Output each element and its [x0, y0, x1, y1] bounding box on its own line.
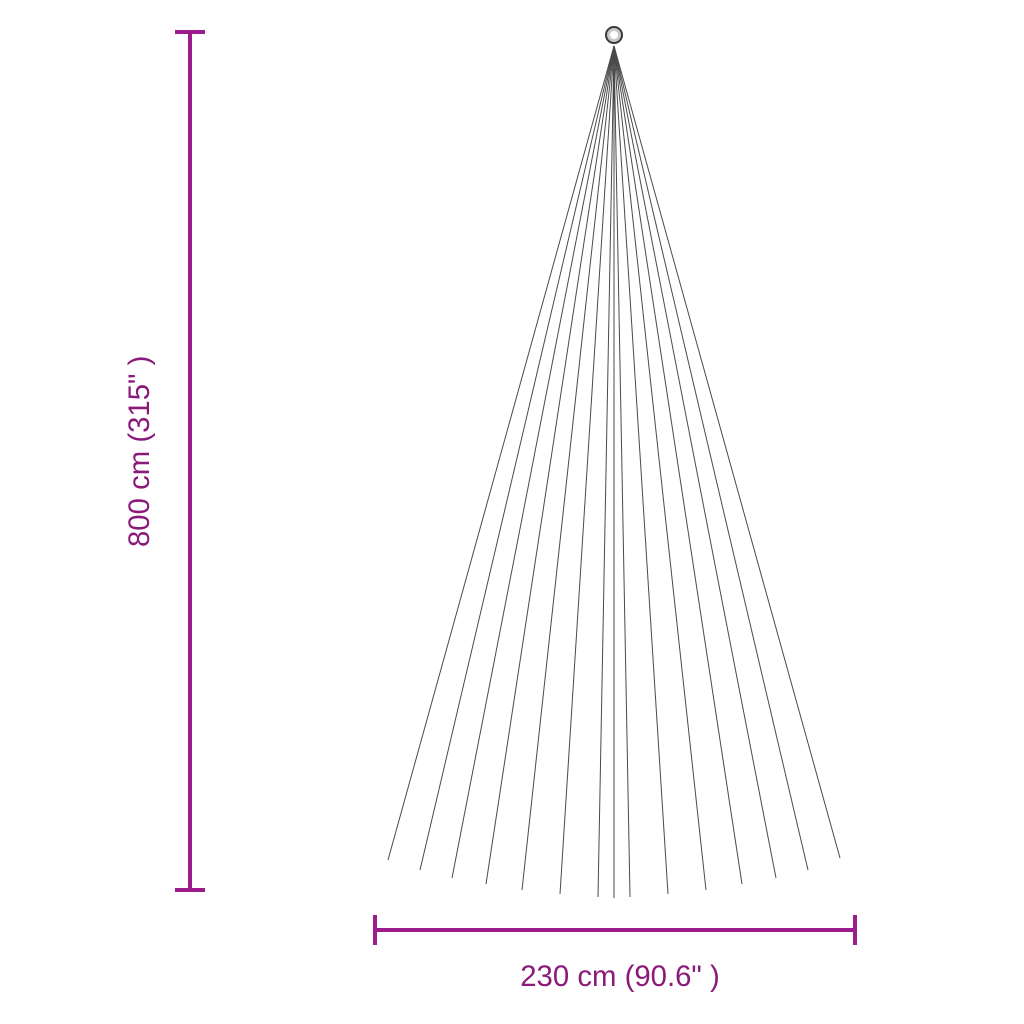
- product-strand: [614, 46, 776, 878]
- product-strand: [486, 46, 614, 884]
- product-strand: [420, 46, 614, 870]
- product-strand: [614, 46, 840, 858]
- product-top-ring-hole: [610, 31, 618, 39]
- product-strand: [614, 46, 808, 870]
- product-strand: [614, 46, 742, 884]
- diagram-stage: 800 cm (315" ) 230 cm (90.6" ): [0, 0, 1024, 1024]
- width-dimension-label: 230 cm (90.6" ): [470, 960, 770, 994]
- product-strand: [388, 46, 614, 860]
- product-strand: [452, 46, 614, 878]
- height-dimension-label: 800 cm (315" ): [123, 367, 157, 547]
